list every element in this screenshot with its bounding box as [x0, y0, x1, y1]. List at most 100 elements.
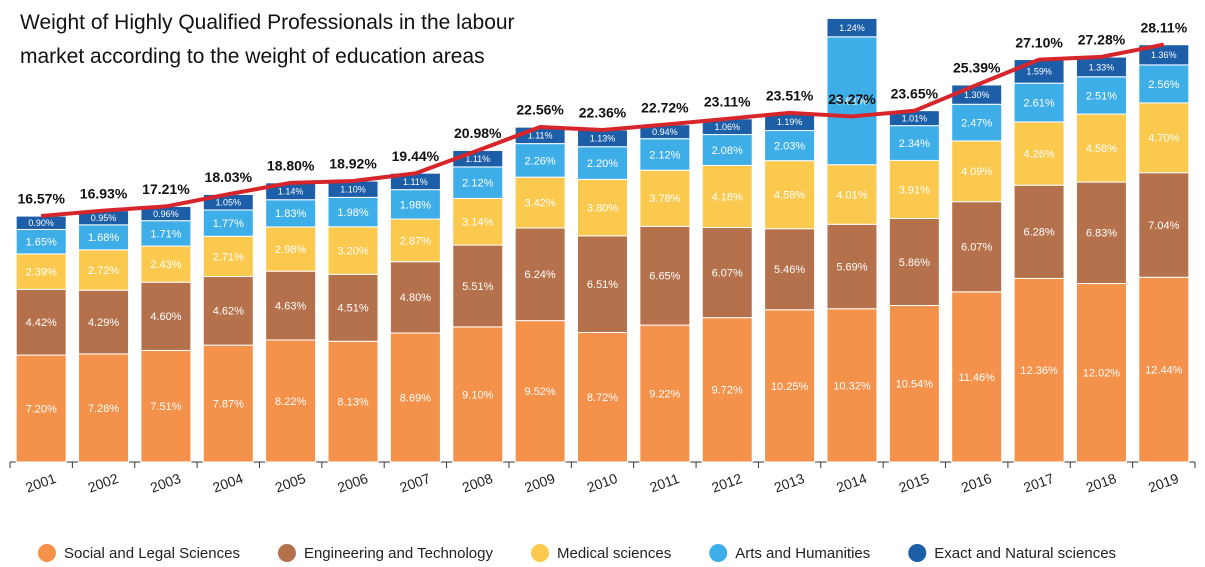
value-label: 7.04%: [1148, 220, 1179, 232]
legend-label: Arts and Humanities: [735, 545, 870, 562]
bar-segment: [577, 146, 628, 180]
chart-title: Weight of Highly Qualified Professionals…: [20, 11, 515, 68]
bar-segment: [514, 320, 566, 463]
bar-segment: [202, 209, 254, 237]
bar-segment: [514, 176, 566, 229]
legend-label: Exact and Natural sciences: [934, 545, 1116, 562]
value-label: 6.65%: [649, 271, 680, 283]
value-label: 0.96%: [153, 209, 179, 219]
value-label: 2.03%: [774, 141, 805, 153]
value-label: 1.11%: [465, 154, 490, 164]
bar-segment: [888, 159, 940, 219]
value-label: 0.94%: [652, 127, 678, 137]
value-label: 4.63%: [275, 300, 306, 312]
value-label: 1.77%: [213, 218, 244, 230]
value-label: 6.24%: [525, 269, 556, 281]
value-label: 4.70%: [1148, 133, 1179, 145]
total-label: 18.80%: [267, 158, 315, 174]
value-label: 6.28%: [1023, 227, 1054, 239]
value-label: 2.20%: [587, 158, 618, 170]
bar-segment: [951, 201, 1003, 293]
bar-segment: [1138, 102, 1190, 174]
total-label: 16.93%: [80, 185, 128, 201]
bar-segment: [452, 166, 504, 199]
bar-segment: [140, 220, 192, 247]
bar-segment: [951, 140, 1003, 203]
value-label: 1.59%: [1026, 67, 1052, 77]
value-label: 6.83%: [1086, 228, 1117, 240]
bar-segment: [1075, 76, 1127, 115]
value-label: 9.52%: [525, 386, 556, 398]
total-label: 27.28%: [1078, 32, 1126, 48]
bar-segment: [1138, 276, 1190, 463]
total-label: 20.98%: [454, 125, 502, 141]
value-label: 1.19%: [777, 117, 803, 127]
bar-segment: [514, 143, 566, 178]
total-line: [41, 42, 1165, 218]
bar-segment: [78, 224, 130, 251]
legend-marker: [709, 544, 728, 562]
bar-segment: [265, 339, 317, 463]
x-tick-label: 2013: [772, 470, 807, 496]
value-label: 3.78%: [649, 193, 680, 205]
x-tick-label: 2016: [959, 470, 994, 496]
value-label: 4.01%: [836, 189, 867, 201]
legend-label: Social and Legal Sciences: [64, 545, 240, 562]
value-label: 6.07%: [961, 242, 992, 254]
value-label: 10.25%: [771, 381, 809, 393]
bar-segment: [1075, 283, 1127, 463]
value-label: 5.86%: [899, 257, 930, 269]
bar-segment: [140, 349, 192, 463]
value-label: 1.65%: [26, 237, 57, 249]
bar-segment: [202, 344, 254, 463]
x-tick-label: 2011: [648, 470, 682, 495]
bar-segment: [1075, 181, 1127, 285]
bar-segment: [701, 317, 753, 463]
bar-segment: [327, 273, 379, 342]
legend-label: Engineering and Technology: [304, 545, 494, 562]
value-label: 1.36%: [1151, 50, 1177, 60]
value-label: 4.09%: [961, 166, 992, 178]
value-label: 1.71%: [150, 228, 181, 240]
value-label: 9.22%: [649, 388, 680, 400]
bar-segment: [888, 304, 940, 463]
value-label: 2.87%: [400, 235, 431, 247]
bar-segment: [1075, 113, 1127, 183]
value-label: 1.33%: [1089, 62, 1115, 72]
bar-segment: [826, 308, 878, 463]
bar-segment: [389, 189, 441, 220]
value-label: 3.42%: [525, 197, 556, 209]
x-tick-label: 2017: [1021, 470, 1056, 496]
bar-segment: [826, 223, 878, 310]
total-label: 23.51%: [766, 88, 814, 104]
bar-segment: [1013, 121, 1065, 186]
total-label: 23.11%: [704, 94, 751, 110]
value-label: 7.28%: [88, 403, 119, 415]
total-label: 27.10%: [1015, 34, 1063, 50]
x-tick-label: 2004: [210, 470, 245, 496]
legend-marker: [277, 544, 296, 562]
bar-segment: [1138, 172, 1190, 278]
bar-segment: [327, 226, 379, 275]
x-tick-label: 2010: [585, 470, 620, 496]
value-label: 1.11%: [528, 131, 553, 141]
x-tick-label: 2014: [834, 470, 869, 496]
value-label: 4.18%: [712, 191, 743, 203]
value-label: 5.69%: [836, 261, 867, 273]
value-label: 4.58%: [774, 190, 805, 202]
bar-segment: [1013, 277, 1065, 463]
bar-segment: [265, 270, 317, 341]
bar-segment: [764, 130, 816, 162]
bar-segment: [639, 169, 691, 227]
x-tick-label: 2005: [273, 470, 308, 496]
total-label: 23.27%: [828, 91, 876, 107]
x-tick-label: 2015: [897, 470, 932, 496]
total-label: 16.57%: [17, 191, 65, 207]
bar-segment: [1138, 64, 1190, 104]
value-label: 12.02%: [1083, 368, 1121, 380]
value-label: 2.43%: [150, 259, 181, 271]
bar-segment: [577, 178, 628, 237]
bar-segment: [1013, 82, 1065, 123]
